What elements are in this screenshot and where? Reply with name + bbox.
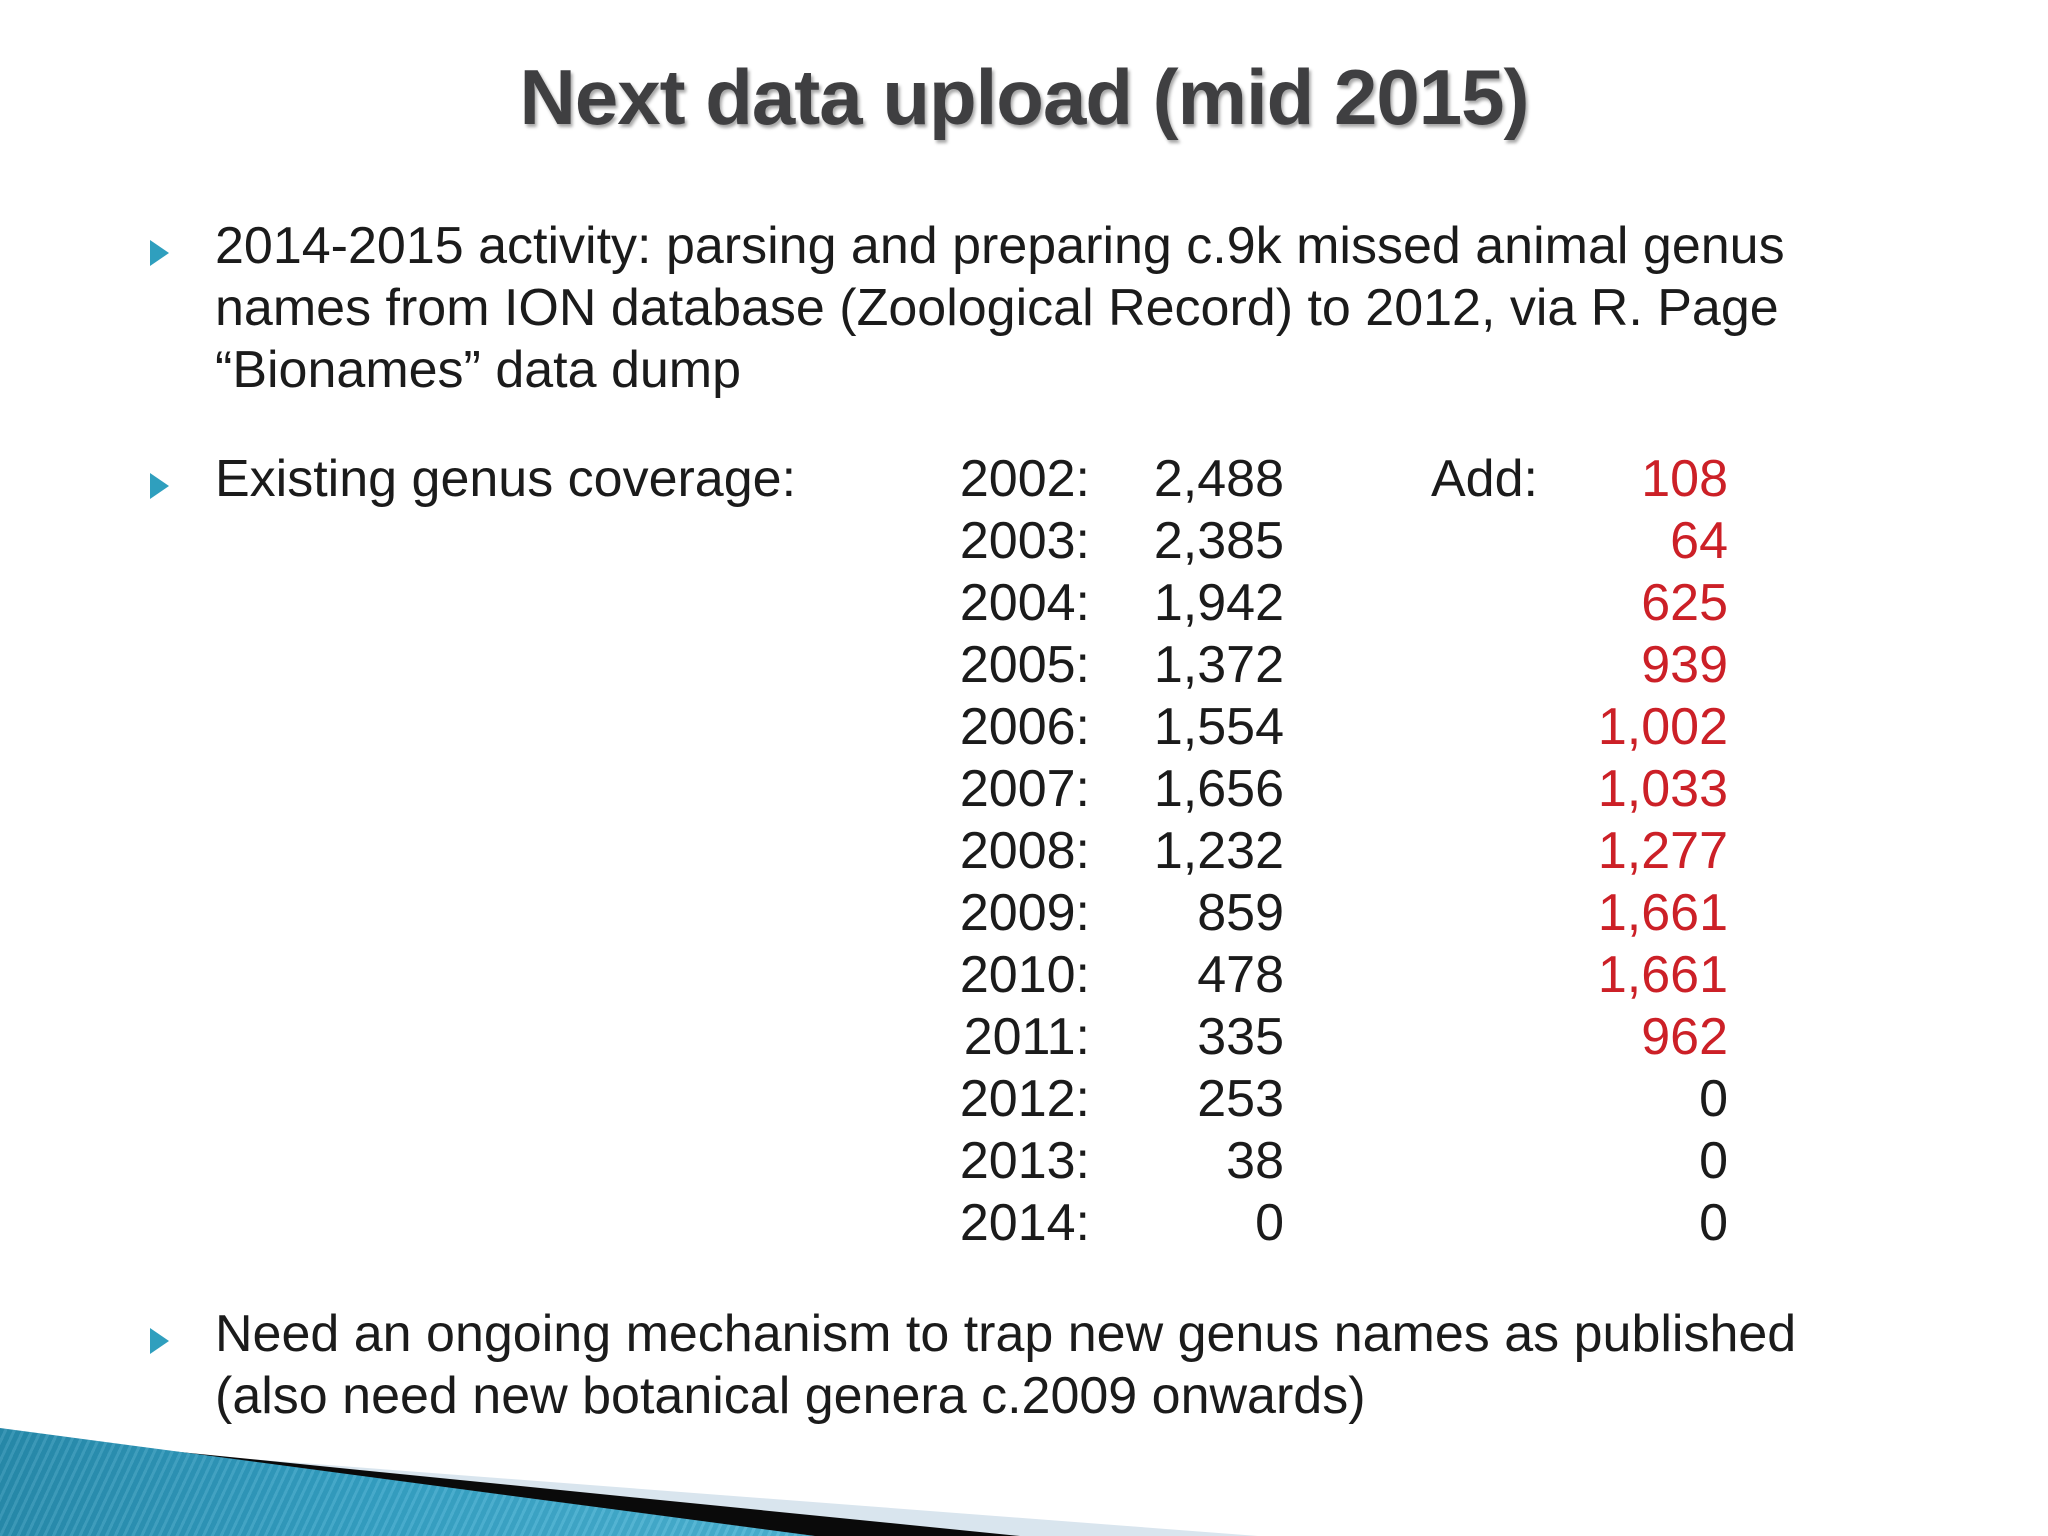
- added-count-cell: 1,002: [1597, 698, 1728, 756]
- year-cell: 2010:: [959, 946, 1090, 1004]
- add-label-cell: [1284, 758, 1534, 820]
- added-count-cell: 0: [1699, 1132, 1728, 1190]
- add-label-cell: [1284, 1006, 1534, 1068]
- existing-count-cell: 0: [1255, 1194, 1284, 1252]
- bullet-activity-text: 2014-2015 activity: parsing and preparin…: [215, 217, 1785, 399]
- existing-count-cell: 2,488: [1153, 450, 1284, 508]
- slide-title: Next data upload (mid 2015): [519, 53, 1530, 141]
- add-label-cell: [1284, 1068, 1534, 1130]
- add-label-cell: [1284, 696, 1534, 758]
- year-cell: 2006:: [959, 698, 1090, 756]
- added-count-cell: 108: [1641, 450, 1728, 508]
- add-label-cell: [1284, 882, 1534, 944]
- bullet-mechanism-text: Need an ongoing mechanism to trap new ge…: [215, 1305, 1797, 1425]
- bullet-triangle-icon: [150, 240, 169, 266]
- existing-count-cell: 478: [1197, 946, 1284, 1004]
- existing-count-cell: 38: [1226, 1132, 1284, 1190]
- year-cell: 2007:: [959, 760, 1090, 818]
- existing-count-cell: 859: [1197, 884, 1284, 942]
- year-cell: 2002:: [959, 450, 1090, 508]
- coverage-table: 2002: 2,488 Add: 108 2003: 2,385 64 2004: 1,942 6…: [948, 448, 1728, 1254]
- added-count-cell: 1,033: [1597, 760, 1728, 818]
- year-cell: 2008:: [959, 822, 1090, 880]
- add-label-cell: [1284, 634, 1534, 696]
- year-cell: 2014:: [959, 1194, 1090, 1252]
- added-count-cell: 64: [1670, 512, 1728, 570]
- add-label-cell: [1284, 572, 1534, 634]
- bullet-triangle-icon: [150, 1328, 169, 1354]
- add-label-cell: [1284, 820, 1534, 882]
- year-cell: 2012:: [959, 1070, 1090, 1128]
- existing-count-cell: 1,554: [1153, 698, 1284, 756]
- year-cell: 2011:: [963, 1008, 1090, 1066]
- year-cell: 2003:: [959, 512, 1090, 570]
- add-label-cell: [1284, 510, 1534, 572]
- added-count-cell: 0: [1699, 1070, 1728, 1128]
- bullet-coverage-label: Existing genus coverage:: [215, 450, 797, 508]
- added-count-cell: 0: [1699, 1194, 1728, 1252]
- added-count-cell: 1,661: [1597, 946, 1728, 1004]
- bullet-triangle-icon: [150, 473, 169, 499]
- year-cell: 2004:: [959, 574, 1090, 632]
- add-label-cell: Add:: [1431, 450, 1538, 508]
- existing-count-cell: 1,232: [1153, 822, 1284, 880]
- existing-count-cell: 253: [1197, 1070, 1284, 1128]
- added-count-cell: 1,277: [1597, 822, 1728, 880]
- added-count-cell: 625: [1641, 574, 1728, 632]
- add-label-cell: [1284, 1192, 1534, 1254]
- added-count-cell: 939: [1641, 636, 1728, 694]
- add-label-cell: [1284, 1130, 1534, 1192]
- year-cell: 2013:: [959, 1132, 1090, 1190]
- existing-count-cell: 1,372: [1153, 636, 1284, 694]
- year-cell: 2005:: [959, 636, 1090, 694]
- existing-count-cell: 1,942: [1153, 574, 1284, 632]
- year-cell: 2009:: [959, 884, 1090, 942]
- existing-count-cell: 2,385: [1153, 512, 1284, 570]
- add-label-cell: [1284, 944, 1534, 1006]
- added-count-cell: 1,661: [1597, 884, 1728, 942]
- existing-count-cell: 335: [1197, 1008, 1284, 1066]
- existing-count-cell: 1,656: [1153, 760, 1284, 818]
- added-count-cell: 962: [1641, 1008, 1728, 1066]
